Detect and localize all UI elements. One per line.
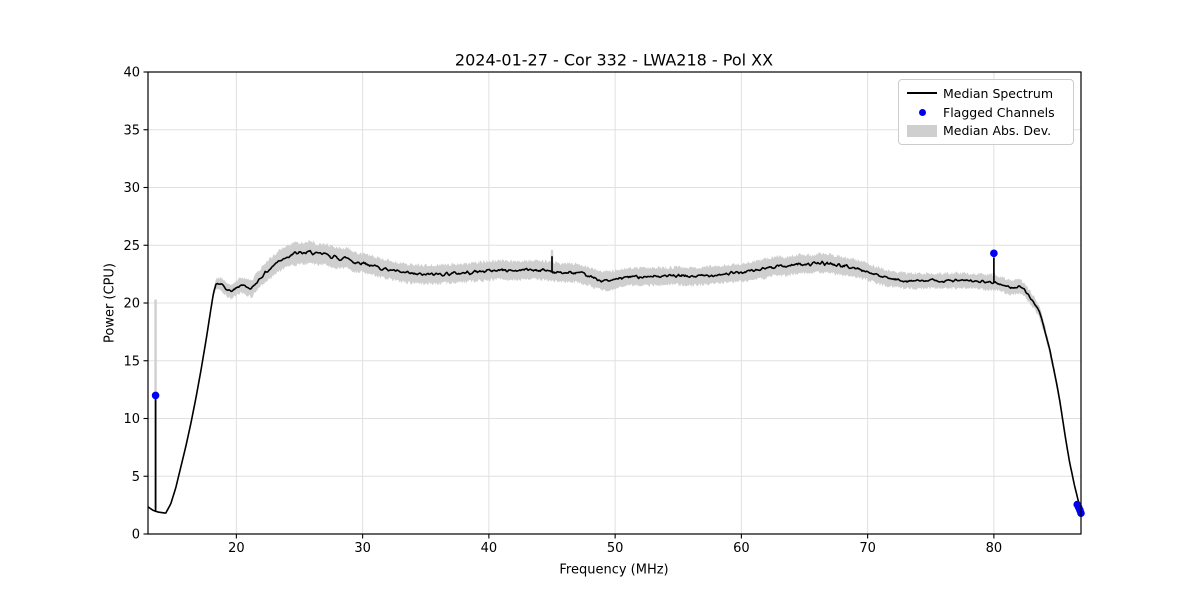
- x-tick-label: 80: [986, 541, 1003, 556]
- median-line-swatch: [907, 92, 937, 95]
- x-tick-label: 30: [354, 541, 371, 556]
- x-tick-label: 40: [481, 541, 498, 556]
- y-tick-label: 30: [123, 181, 140, 196]
- legend-label-flagged-channels: Flagged Channels: [943, 104, 1055, 120]
- legend-label-median-spectrum: Median Spectrum: [943, 85, 1054, 101]
- y-tick-label: 40: [123, 66, 140, 81]
- flagged-channel-dot: [990, 249, 998, 258]
- y-tick-label: 5: [132, 470, 140, 485]
- x-axis-label: Frequency (MHz): [559, 562, 669, 578]
- y-tick-label: 0: [132, 528, 140, 543]
- x-tick-label: 20: [228, 541, 245, 556]
- mad-band-swatch: [907, 124, 937, 137]
- x-tick-label: 50: [607, 541, 624, 556]
- legend-handle: [901, 92, 943, 95]
- flagged-dot-swatch: [918, 108, 926, 116]
- mad-band: [148, 239, 1081, 514]
- legend: Median Spectrum Flagged Channels Median …: [898, 79, 1074, 145]
- y-tick-label: 10: [123, 412, 140, 427]
- legend-handle: [901, 108, 943, 116]
- median-spectrum-line: [147, 249, 1082, 514]
- x-tick-label: 60: [733, 541, 750, 556]
- flagged-channel-dot: [151, 391, 160, 400]
- legend-item-median-spectrum: Median Spectrum: [901, 84, 1071, 103]
- legend-handle: [901, 124, 943, 137]
- y-tick-label: 35: [123, 123, 140, 138]
- y-tick-label: 15: [123, 354, 140, 369]
- legend-item-median-abs-dev: Median Abs. Dev.: [901, 121, 1071, 140]
- chart-title: 2024-01-27 - Cor 332 - LWA218 - Pol XX: [454, 50, 774, 70]
- y-tick-label: 20: [123, 297, 140, 312]
- y-axis-label: Power (CPU): [102, 262, 118, 344]
- y-tick-label: 25: [123, 239, 140, 254]
- legend-label-median-abs-dev: Median Abs. Dev.: [943, 123, 1052, 139]
- legend-item-flagged-channels: Flagged Channels: [901, 103, 1071, 122]
- x-tick-label: 70: [859, 541, 876, 556]
